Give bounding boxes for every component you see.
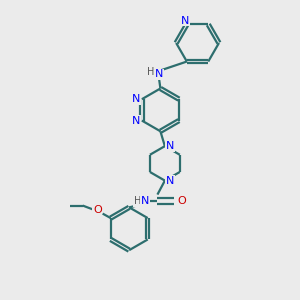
Text: N: N	[181, 16, 190, 26]
Text: N: N	[141, 196, 149, 206]
Text: O: O	[93, 205, 102, 215]
Text: N: N	[132, 116, 140, 126]
Text: N: N	[132, 94, 140, 104]
Text: N: N	[166, 141, 174, 151]
Text: H: H	[147, 67, 155, 77]
Text: H: H	[134, 196, 141, 206]
Text: N: N	[166, 176, 174, 186]
Text: O: O	[177, 196, 186, 206]
Text: N: N	[155, 69, 163, 79]
